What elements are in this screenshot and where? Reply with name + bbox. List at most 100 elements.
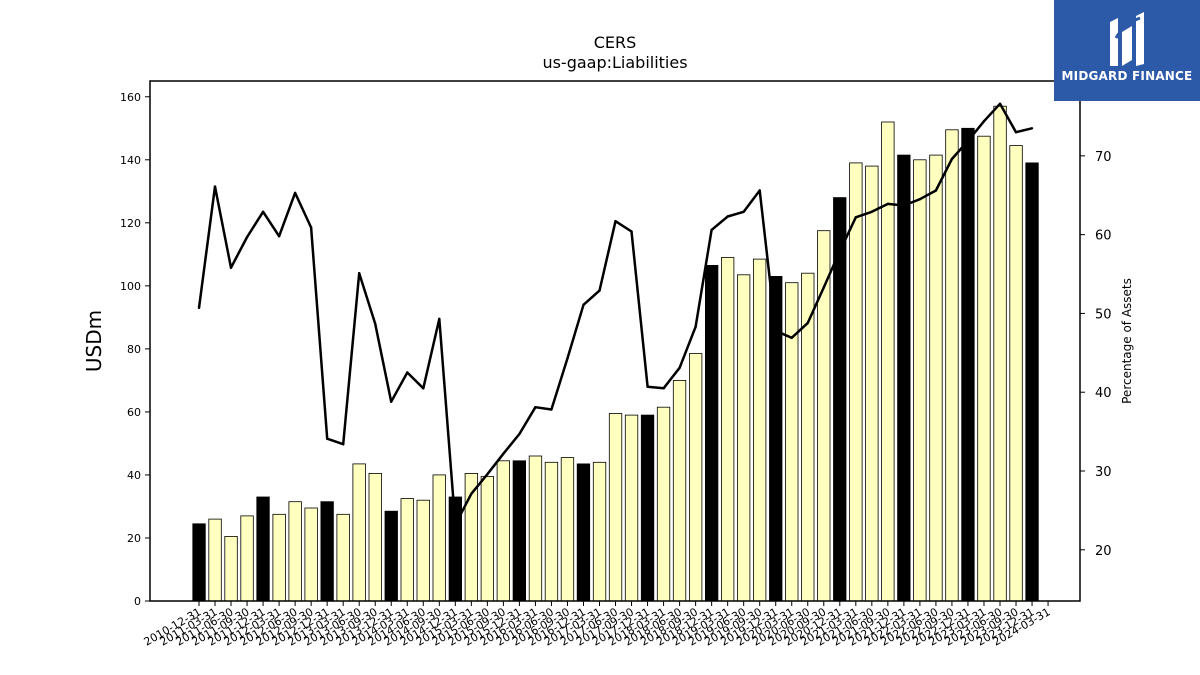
plot-frame bbox=[149, 80, 1081, 602]
line-point-2016-06-30 bbox=[550, 408, 553, 411]
bar-2016-12-31 bbox=[576, 463, 591, 602]
left-y-axis: 0 20 40 60 80 100 120 140 160 bbox=[120, 91, 150, 608]
bar-2018-12-31 bbox=[705, 264, 719, 602]
line-point-2015-06-30 bbox=[486, 473, 489, 476]
bar-2018-06-30 bbox=[672, 379, 687, 602]
bar-2015-12-31 bbox=[512, 460, 526, 602]
line-point-2011-12-31 bbox=[261, 210, 265, 213]
bar-2017-06-30 bbox=[608, 413, 623, 602]
bar-2021-06-30 bbox=[865, 165, 879, 602]
bar-2018-03-31 bbox=[656, 406, 671, 602]
line-point-2015-03-31 bbox=[470, 492, 473, 495]
bar-2016-03-31 bbox=[528, 455, 543, 602]
bar-2023-06-30 bbox=[993, 105, 1007, 602]
line-point-2018-09-30 bbox=[694, 325, 697, 328]
bar-2019-09-30 bbox=[753, 258, 767, 602]
line-point-2011-06-30 bbox=[229, 266, 233, 269]
bar-2017-12-31 bbox=[640, 414, 655, 602]
bar-2010-12-31 bbox=[192, 523, 206, 602]
bar-2012-12-31 bbox=[320, 501, 334, 602]
line-point-2019-03-31 bbox=[726, 215, 729, 218]
y-tick-label: 40 bbox=[127, 469, 141, 482]
bar-2020-12-31 bbox=[833, 197, 847, 602]
y-tick-label: 140 bbox=[120, 154, 141, 167]
line-point-2013-12-31 bbox=[390, 400, 393, 403]
line-point-2023-06-30 bbox=[998, 102, 1002, 106]
line-point-2023-03-31 bbox=[982, 120, 986, 123]
line-point-2020-06-30 bbox=[806, 321, 809, 325]
line-point-2021-12-31 bbox=[902, 204, 906, 207]
bar-2014-06-30 bbox=[416, 499, 430, 602]
bar-2012-06-30 bbox=[288, 501, 302, 602]
bar-2011-06-30 bbox=[224, 536, 238, 602]
bar-2022-06-30 bbox=[929, 154, 943, 602]
line-point-2017-06-30 bbox=[614, 220, 617, 223]
line-point-2014-12-31 bbox=[454, 523, 457, 526]
y2-tick-label: 50 bbox=[1095, 307, 1112, 322]
bar-2021-12-31 bbox=[897, 154, 911, 602]
bar-2017-09-30 bbox=[624, 414, 639, 602]
bar-2012-09-30 bbox=[304, 507, 318, 602]
y-tick-label: 80 bbox=[127, 343, 141, 356]
brand-logo: MIDGARD FINANCE bbox=[1054, 0, 1200, 101]
bar-2016-06-30 bbox=[544, 461, 559, 602]
bar-2011-03-31 bbox=[208, 518, 222, 602]
line-point-2018-03-31 bbox=[662, 387, 665, 390]
bar-2019-06-30 bbox=[737, 274, 751, 602]
bar-2016-09-30 bbox=[560, 457, 575, 602]
y-tick-label: 160 bbox=[120, 91, 141, 104]
line-point-2019-06-30 bbox=[742, 210, 745, 213]
bar-2023-12-31 bbox=[1025, 162, 1039, 602]
line-point-2021-03-31 bbox=[854, 216, 857, 219]
line-point-2014-06-30 bbox=[422, 387, 425, 390]
line-point-2013-09-30 bbox=[374, 322, 377, 325]
line-point-2016-09-30 bbox=[566, 357, 569, 360]
brand-name: MIDGARD FINANCE bbox=[1061, 69, 1193, 83]
y2-tick-label: 30 bbox=[1095, 465, 1112, 480]
line-point-2011-03-31 bbox=[213, 185, 217, 188]
y-tick-label: 60 bbox=[127, 406, 141, 419]
bar-2015-06-30 bbox=[480, 476, 495, 602]
line-point-2022-12-31 bbox=[966, 139, 970, 143]
bar-2019-03-31 bbox=[721, 257, 735, 602]
percentage-line-series bbox=[197, 102, 1034, 526]
bar-2013-03-31 bbox=[336, 513, 350, 602]
bar-2014-03-31 bbox=[400, 498, 414, 602]
bar-2013-06-30 bbox=[352, 463, 366, 602]
line-point-2016-12-31 bbox=[582, 303, 585, 306]
bar-2011-09-30 bbox=[240, 515, 254, 602]
line-point-2023-09-30 bbox=[1014, 131, 1018, 134]
y2-tick-label: 40 bbox=[1095, 386, 1112, 401]
line-point-2011-09-30 bbox=[245, 235, 249, 239]
line-point-2013-06-30 bbox=[358, 272, 361, 275]
line-point-2022-09-30 bbox=[950, 157, 954, 161]
line-point-2016-03-31 bbox=[534, 406, 537, 409]
right-y-axis: 20 30 40 50 60 70 bbox=[1080, 150, 1112, 559]
line-point-2012-03-31 bbox=[277, 235, 281, 238]
line-point-2022-06-30 bbox=[934, 189, 938, 192]
line-point-2017-09-30 bbox=[630, 230, 633, 233]
bar-2022-09-30 bbox=[945, 129, 959, 602]
bar-2023-03-31 bbox=[977, 135, 991, 602]
bar-2018-09-30 bbox=[689, 353, 703, 602]
line-point-2018-06-30 bbox=[678, 366, 681, 369]
line-point-2021-09-30 bbox=[886, 202, 890, 206]
bar-2011-12-31 bbox=[256, 496, 270, 602]
bar-2013-09-30 bbox=[368, 472, 382, 602]
x-axis: 2010-12-312011-03-312011-06-302011-09-30… bbox=[142, 601, 1053, 649]
line-point-2012-06-30 bbox=[293, 191, 297, 195]
y-tick-label: 100 bbox=[120, 280, 141, 293]
line-point-2022-03-31 bbox=[918, 198, 922, 201]
y-tick-label: 120 bbox=[120, 217, 141, 230]
line-point-2014-09-30 bbox=[438, 317, 441, 321]
chart-title: CERS bbox=[594, 33, 637, 52]
line-point-2021-06-30 bbox=[870, 210, 873, 213]
line-point-2013-03-31 bbox=[342, 443, 345, 446]
line-point-2015-12-31 bbox=[518, 432, 521, 436]
y-tick-label: 20 bbox=[127, 532, 141, 545]
bar-2015-09-30 bbox=[496, 460, 511, 602]
line-point-2015-09-30 bbox=[502, 452, 505, 455]
y-axis-label: USDm bbox=[82, 310, 106, 372]
bar-2021-09-30 bbox=[881, 121, 895, 602]
